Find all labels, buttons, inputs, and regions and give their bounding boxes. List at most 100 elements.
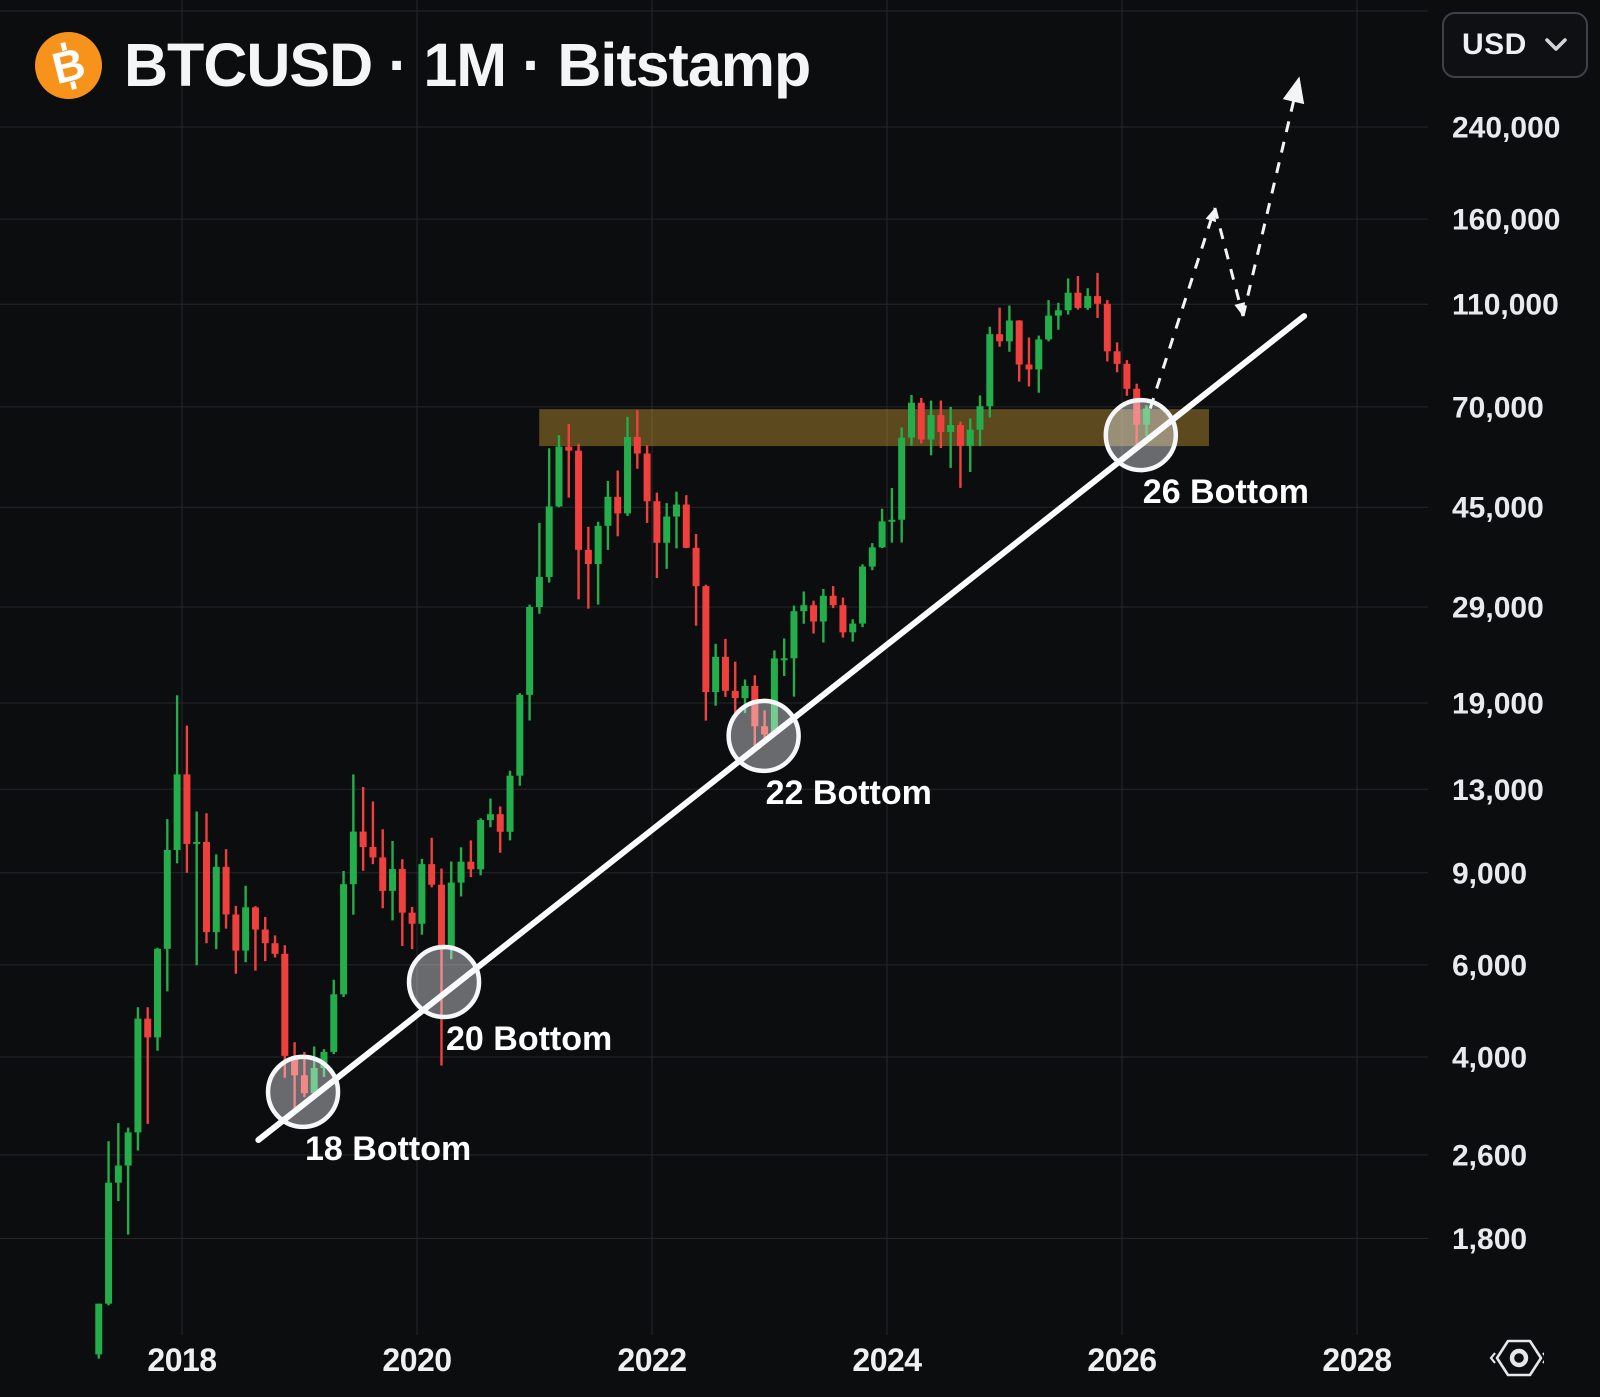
candle-body <box>663 516 671 543</box>
candle-body <box>183 774 191 844</box>
projection-arrow-line <box>1148 207 1217 409</box>
candle-body <box>310 1068 318 1094</box>
candle-body <box>1045 315 1053 340</box>
candle-body <box>624 437 632 514</box>
currency-selector-value: USD <box>1462 28 1527 61</box>
bottom-circle <box>406 944 482 1020</box>
candle-body <box>437 884 445 950</box>
y-axis-label: 4,000 <box>1452 1041 1527 1074</box>
candle-body <box>810 605 818 622</box>
candle-body <box>575 450 583 550</box>
candle-body <box>947 425 955 432</box>
candle-body <box>819 595 827 622</box>
candle-body <box>770 658 778 735</box>
candle-body <box>418 864 426 924</box>
candle-body <box>1084 296 1092 308</box>
candle-body <box>1054 310 1062 316</box>
price-scale-settings-icon[interactable] <box>1488 1334 1544 1382</box>
candle-body <box>222 866 230 915</box>
price-axis[interactable]: 240,000 160,000 110,000 70,000 45,000 29,000 1… <box>1452 112 1560 1256</box>
candle-body <box>291 1055 299 1076</box>
y-axis-label: 19,000 <box>1452 688 1544 721</box>
candle-body <box>545 506 553 577</box>
candle-body <box>761 726 769 735</box>
candle-body <box>584 549 592 565</box>
candle-body <box>349 831 357 885</box>
candle-body <box>398 869 406 913</box>
candle-body <box>937 415 945 432</box>
candle-body <box>878 521 886 548</box>
candle-body <box>1015 320 1023 365</box>
x-axis-label: 2028 <box>1322 1342 1391 1378</box>
chart-header: B BTCUSD · 1M · Bitstamp <box>35 30 811 100</box>
y-axis-label: 2,600 <box>1452 1139 1527 1172</box>
y-axis-label: 13,000 <box>1452 774 1544 807</box>
candle-body <box>1094 296 1102 304</box>
candle-body <box>966 429 974 446</box>
bottom-label: 26 Bottom <box>1143 473 1309 511</box>
symbol-title: BTCUSD · 1M · Bitstamp <box>124 31 811 99</box>
candle-body <box>242 907 250 951</box>
time-axis[interactable]: 2018 2020 2022 2024 2026 2028 <box>147 1342 1392 1378</box>
currency-selector[interactable]: USD <box>1442 12 1588 78</box>
candle-body <box>379 857 387 891</box>
candle-body <box>927 415 935 440</box>
candle-body <box>369 847 377 858</box>
candle-body <box>565 446 573 451</box>
x-axis-label: 2026 <box>1087 1342 1156 1378</box>
candle-body <box>95 1303 103 1355</box>
candle-body <box>330 994 338 1052</box>
candle-body <box>261 929 269 944</box>
candle-body <box>672 504 680 517</box>
candle-body <box>114 1165 122 1183</box>
candle-body <box>614 496 622 514</box>
candle-body <box>780 658 788 661</box>
x-axis-label: 2018 <box>147 1342 216 1378</box>
candle-body <box>389 869 397 891</box>
bottom-label: 20 Bottom <box>446 1020 612 1058</box>
candle-body <box>477 820 485 870</box>
candle-body <box>496 814 504 832</box>
candle-body <box>1064 292 1072 311</box>
bottom-circle <box>1103 397 1179 473</box>
candle-body <box>702 586 710 693</box>
candle-body <box>1074 292 1082 308</box>
candle-body <box>1005 320 1013 342</box>
x-axis-label: 2024 <box>852 1342 922 1378</box>
candle-body <box>506 775 514 832</box>
candle-body <box>1133 388 1141 425</box>
candle-body <box>751 685 759 727</box>
candle-body <box>535 576 543 608</box>
candle-body <box>1142 408 1150 425</box>
y-axis-label: 160,000 <box>1452 204 1560 237</box>
candle-body <box>467 861 475 870</box>
candle-body <box>526 607 534 695</box>
projection-arrowhead <box>1205 208 1217 223</box>
support-trendline <box>255 313 1308 1144</box>
candle-body <box>1103 303 1111 352</box>
bottom-markers: 18 Bottom 20 Bottom 22 Bottom 26 Bottom <box>265 397 1309 1168</box>
projection-arrow-line <box>1241 75 1301 317</box>
candle-body <box>859 566 867 624</box>
x-axis-label: 2020 <box>382 1342 451 1378</box>
candle-body <box>1113 351 1121 364</box>
candle-body <box>888 519 896 522</box>
grid <box>0 0 1428 1335</box>
candle-body <box>340 884 348 995</box>
candle-body <box>144 1018 152 1038</box>
y-axis-label: 6,000 <box>1452 949 1527 982</box>
bottom-circle <box>265 1054 341 1130</box>
bottom-label: 18 Bottom <box>305 1130 471 1168</box>
candle-body <box>829 595 837 606</box>
y-axis-label: 9,000 <box>1452 857 1527 890</box>
bottom-label: 22 Bottom <box>766 774 932 812</box>
candle-body <box>516 694 524 776</box>
y-axis-label: 29,000 <box>1452 592 1544 625</box>
candle-body <box>682 504 690 548</box>
candles <box>95 272 1150 1359</box>
bitcoin-icon: B <box>35 31 102 99</box>
candle-body <box>976 406 984 430</box>
candle-body <box>1035 339 1043 370</box>
candle-body <box>134 1018 142 1133</box>
